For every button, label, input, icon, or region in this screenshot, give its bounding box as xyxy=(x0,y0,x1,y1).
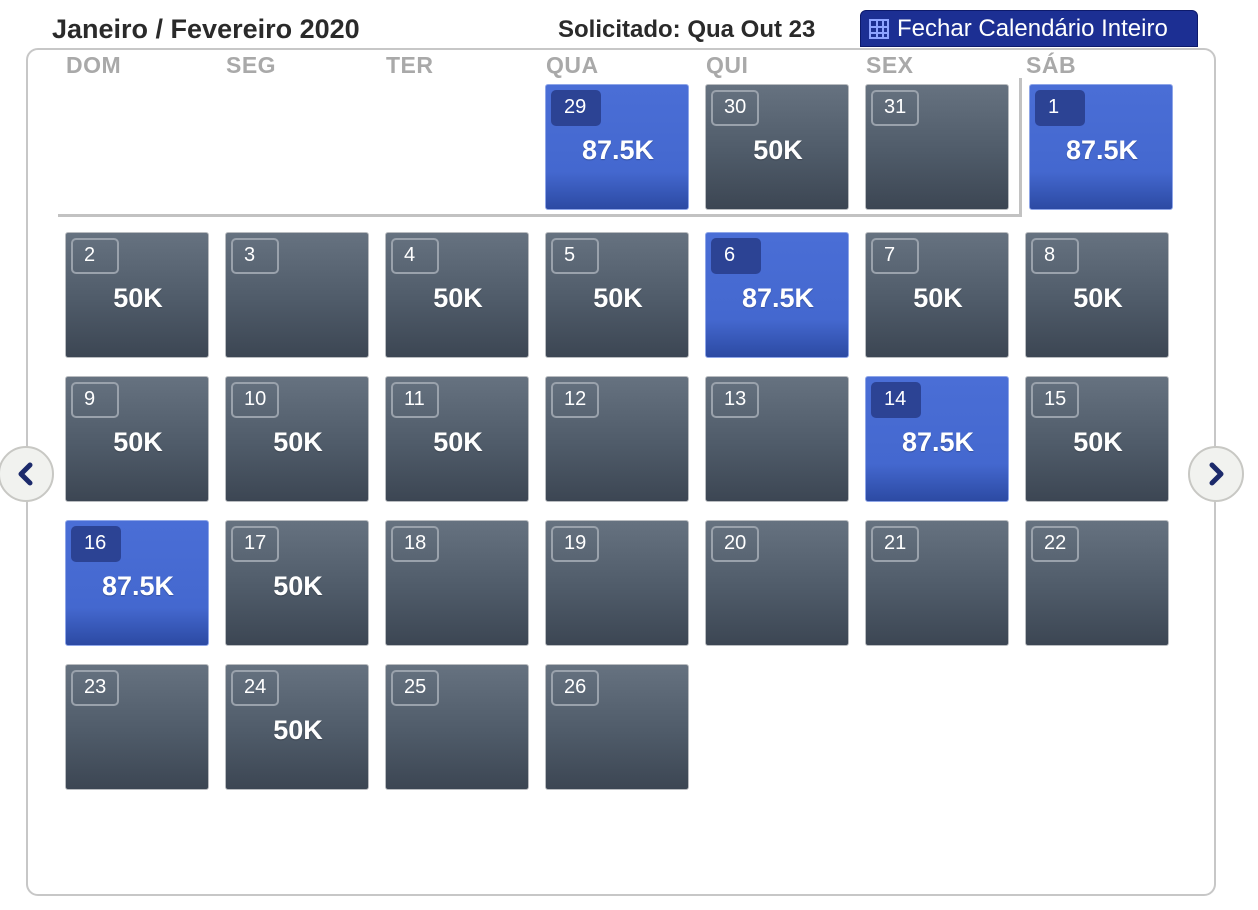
day-number: 9 xyxy=(71,382,119,418)
day-cell[interactable]: 30 50K xyxy=(705,84,849,210)
day-cell[interactable]: 4 50K xyxy=(385,232,529,358)
day-cell[interactable]: 18 xyxy=(385,520,529,646)
day-number: 5 xyxy=(551,238,599,274)
weekday-mon: SEG xyxy=(226,52,277,78)
day-number: 31 xyxy=(871,90,919,126)
day-cell[interactable]: 24 50K xyxy=(225,664,369,790)
day-price: 50K xyxy=(113,427,163,457)
day-price: 50K xyxy=(273,571,323,601)
day-cell[interactable]: 3 xyxy=(225,232,369,358)
day-price: 50K xyxy=(1073,427,1123,457)
day-number: 1 xyxy=(1035,90,1085,126)
month-divider xyxy=(58,214,1022,217)
day-price: 50K xyxy=(273,427,323,457)
day-price: 50K xyxy=(1073,283,1123,313)
chevron-left-icon xyxy=(18,462,33,486)
day-cell[interactable]: 1 87.5K xyxy=(1029,84,1173,210)
day-price: 50K xyxy=(113,283,163,313)
weekday-fri: SEX xyxy=(866,52,914,78)
day-number: 23 xyxy=(71,670,119,706)
previous-month-button[interactable] xyxy=(0,446,54,502)
day-number: 29 xyxy=(551,90,601,126)
day-cell[interactable]: 13 xyxy=(705,376,849,502)
day-cell[interactable]: 29 87.5K xyxy=(545,84,689,210)
weekday-tue: TER xyxy=(386,52,434,78)
day-cell[interactable]: 11 50K xyxy=(385,376,529,502)
day-number: 11 xyxy=(391,382,439,418)
day-number: 10 xyxy=(231,382,279,418)
day-price: 50K xyxy=(273,715,323,745)
day-number: 3 xyxy=(231,238,279,274)
day-price: 87.5K xyxy=(581,135,655,165)
day-cell[interactable]: 9 50K xyxy=(65,376,209,502)
day-number: 8 xyxy=(1031,238,1079,274)
day-number: 13 xyxy=(711,382,759,418)
day-number: 25 xyxy=(391,670,439,706)
day-cell[interactable]: 21 xyxy=(865,520,1009,646)
day-cell[interactable]: 10 50K xyxy=(225,376,369,502)
day-cell[interactable]: 17 50K xyxy=(225,520,369,646)
day-cell[interactable]: 19 xyxy=(545,520,689,646)
day-number: 17 xyxy=(231,526,279,562)
weekday-wed: QUA xyxy=(546,52,599,78)
day-number: 4 xyxy=(391,238,439,274)
day-cell[interactable]: 6 87.5K xyxy=(705,232,849,358)
day-number: 30 xyxy=(711,90,759,126)
day-price: 87.5K xyxy=(901,427,975,457)
day-number: 14 xyxy=(871,382,921,418)
day-number: 22 xyxy=(1031,526,1079,562)
day-cell[interactable]: 7 50K xyxy=(865,232,1009,358)
day-price: 50K xyxy=(913,283,963,313)
calendar-title: Janeiro / Fevereiro 2020 xyxy=(52,14,360,44)
day-cell[interactable]: 8 50K xyxy=(1025,232,1169,358)
day-number: 7 xyxy=(871,238,919,274)
day-number: 20 xyxy=(711,526,759,562)
day-number: 2 xyxy=(71,238,119,274)
day-cell[interactable]: 26 xyxy=(545,664,689,790)
day-cell[interactable]: 23 xyxy=(65,664,209,790)
close-full-calendar-label: Fechar Calendário Inteiro xyxy=(897,14,1168,42)
day-number: 15 xyxy=(1031,382,1079,418)
day-cell[interactable]: 22 xyxy=(1025,520,1169,646)
day-cell[interactable]: 12 xyxy=(545,376,689,502)
day-number: 26 xyxy=(551,670,599,706)
chevron-right-icon xyxy=(1209,462,1224,486)
day-cell[interactable]: 25 xyxy=(385,664,529,790)
weekday-thu: QUI xyxy=(706,52,749,78)
day-price: 50K xyxy=(593,283,643,313)
day-cell[interactable]: 16 87.5K xyxy=(65,520,209,646)
day-price: 50K xyxy=(753,135,803,165)
day-number: 6 xyxy=(711,238,761,274)
day-number: 24 xyxy=(231,670,279,706)
day-cell[interactable]: 20 xyxy=(705,520,849,646)
day-number: 19 xyxy=(551,526,599,562)
close-full-calendar-button[interactable]: Fechar Calendário Inteiro xyxy=(860,10,1198,47)
day-price: 87.5K xyxy=(1065,135,1139,165)
day-price: 87.5K xyxy=(101,571,175,601)
day-number: 21 xyxy=(871,526,919,562)
day-price: 87.5K xyxy=(741,283,815,313)
day-price: 50K xyxy=(433,427,483,457)
day-price: 50K xyxy=(433,283,483,313)
weekday-sat: SÁB xyxy=(1026,52,1077,78)
weekday-sun: DOM xyxy=(66,52,122,78)
grid-icon xyxy=(869,18,889,39)
day-number: 16 xyxy=(71,526,121,562)
next-month-button[interactable] xyxy=(1188,446,1244,502)
requested-date: Solicitado: Qua Out 23 xyxy=(558,16,816,43)
day-cell[interactable]: 15 50K xyxy=(1025,376,1169,502)
day-number: 18 xyxy=(391,526,439,562)
day-cell[interactable]: 2 50K xyxy=(65,232,209,358)
day-number: 12 xyxy=(551,382,599,418)
month-divider xyxy=(1019,78,1022,217)
day-cell[interactable]: 31 xyxy=(865,84,1009,210)
day-cell[interactable]: 5 50K xyxy=(545,232,689,358)
day-cell[interactable]: 14 87.5K xyxy=(865,376,1009,502)
